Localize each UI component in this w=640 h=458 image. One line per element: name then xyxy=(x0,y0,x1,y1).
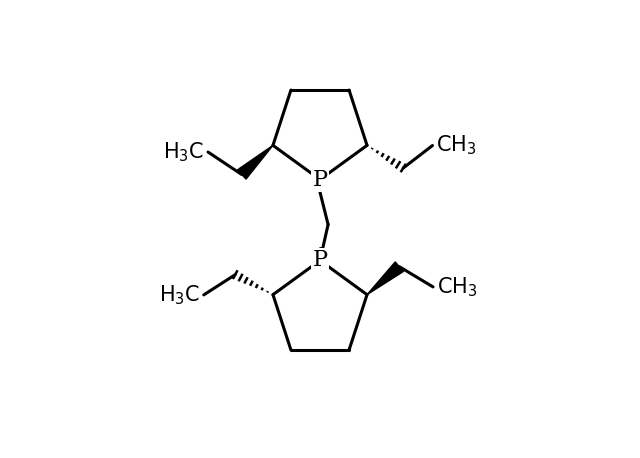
Polygon shape xyxy=(367,262,403,294)
Text: H$_3$C: H$_3$C xyxy=(163,140,204,164)
Polygon shape xyxy=(237,145,273,179)
Text: P: P xyxy=(312,250,328,272)
Text: CH$_3$: CH$_3$ xyxy=(436,134,477,157)
Text: P: P xyxy=(312,169,328,191)
Text: CH$_3$: CH$_3$ xyxy=(436,275,477,299)
Text: H$_3$C: H$_3$C xyxy=(159,283,200,307)
